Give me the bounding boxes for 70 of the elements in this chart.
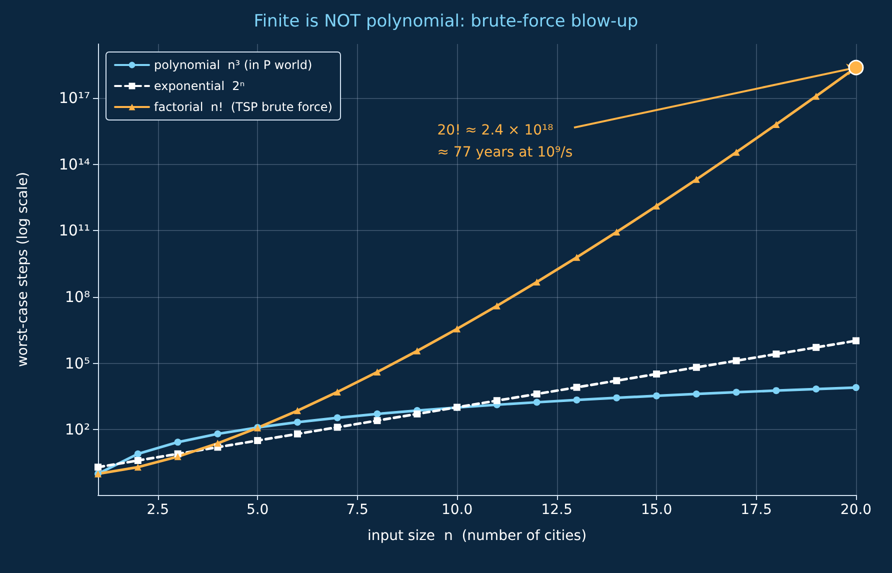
x-axis-title: input size n (number of cities)	[367, 528, 587, 544]
point	[454, 325, 461, 332]
point	[94, 464, 102, 471]
point	[772, 350, 780, 358]
chart-title: Finite is NOT polynomial: brute-force blow-up	[254, 12, 638, 32]
point	[653, 202, 660, 210]
point	[174, 453, 182, 460]
point	[653, 392, 660, 400]
point	[214, 430, 222, 438]
x-tick-label: 10.0	[441, 502, 473, 518]
point	[613, 228, 620, 236]
point	[613, 394, 620, 402]
x-tick-label: 7.5	[346, 502, 368, 518]
point	[692, 364, 700, 371]
point	[414, 410, 421, 418]
point	[334, 424, 341, 431]
point	[812, 386, 820, 393]
point	[214, 440, 222, 447]
point	[692, 176, 700, 183]
point	[772, 120, 780, 128]
point	[374, 368, 381, 376]
point	[493, 302, 500, 310]
point	[174, 438, 182, 446]
point	[493, 397, 500, 404]
point	[533, 390, 540, 398]
x-tick-label: 12.5	[541, 502, 572, 518]
point	[653, 370, 660, 378]
annotation: 20! ≈ 2.4 × 10¹⁸ ≈ 77 years at 10⁹/s	[437, 122, 573, 161]
point	[812, 344, 820, 351]
point	[334, 414, 341, 422]
point	[374, 417, 381, 424]
point	[374, 410, 381, 418]
y-axis-title: worst-case steps (log scale)	[15, 172, 31, 368]
point	[134, 464, 142, 471]
y-tick-label: 10¹⁴	[58, 155, 90, 174]
point	[533, 398, 540, 406]
point	[294, 430, 301, 438]
x-tick-label: 17.5	[740, 502, 772, 518]
point	[254, 437, 262, 444]
point	[692, 390, 700, 398]
point	[732, 357, 740, 364]
point	[134, 457, 142, 464]
point	[573, 254, 580, 261]
point	[772, 387, 780, 394]
y-tick-label: 10¹⁷	[58, 89, 90, 108]
x-tick-label: 5.0	[246, 502, 269, 518]
point	[852, 337, 860, 344]
point	[812, 92, 820, 100]
point	[573, 396, 580, 404]
point	[134, 450, 142, 458]
point	[732, 148, 740, 156]
x-tick-label: 15.0	[640, 502, 672, 518]
point	[294, 418, 301, 426]
legend-label: factorial n! (TSP brute force)	[154, 100, 332, 114]
point	[573, 384, 580, 391]
point	[334, 388, 341, 396]
y-tick-label: 10¹¹	[58, 222, 90, 240]
point	[852, 384, 860, 392]
y-tick-label: 10²	[64, 420, 90, 439]
legend-label: exponential 2ⁿ	[154, 79, 245, 93]
legend-label: polynomial n³ (in P world)	[154, 58, 312, 72]
point	[414, 347, 421, 354]
y-tick-label: 10⁵	[64, 354, 90, 372]
point	[533, 278, 540, 286]
x-tick-label: 20.0	[840, 502, 872, 518]
point	[294, 407, 301, 414]
point	[732, 388, 740, 396]
x-tick-label: 2.5	[146, 502, 169, 518]
point	[613, 377, 620, 384]
y-tick-label: 10⁸	[64, 288, 90, 306]
